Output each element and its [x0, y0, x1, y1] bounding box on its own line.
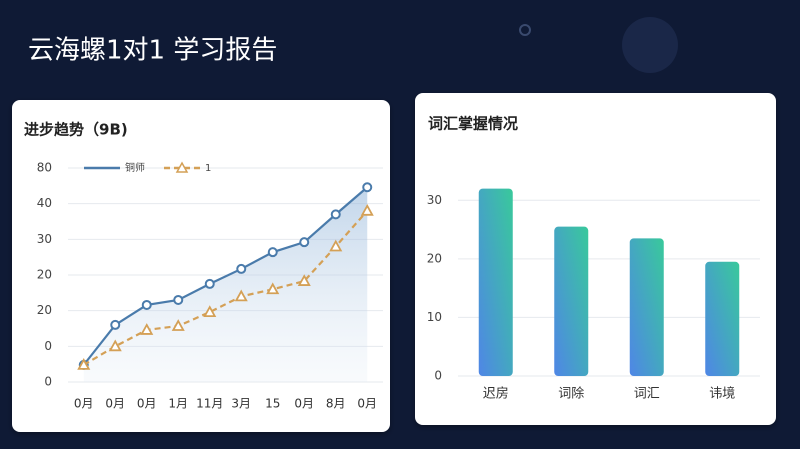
bar [705, 261, 740, 376]
marker [110, 319, 121, 330]
y-tick-label: 80 [37, 161, 52, 175]
page-title: 云海螺1对1 学习报告 [28, 36, 277, 66]
x-tick-label: 8月 [326, 397, 346, 411]
y-tick-label: 20 [37, 268, 52, 282]
y-tick-label: 30 [37, 232, 52, 246]
x-tick-label: 0月 [105, 397, 125, 411]
marker [297, 274, 311, 286]
y-tick-label: 20 [427, 251, 442, 265]
x-tick-label: 0月 [294, 397, 314, 411]
x-tick-label: 0月 [74, 397, 94, 411]
x-tick-label: 词汇 [634, 387, 660, 402]
marker [140, 323, 154, 335]
marker [266, 282, 280, 295]
chart-title: 进步趋势（9B) [24, 121, 128, 139]
legend-marker [175, 161, 189, 173]
legend-label: 1 [205, 163, 211, 174]
marker [203, 305, 217, 317]
y-tick-label: 10 [427, 310, 442, 324]
bar [554, 226, 589, 376]
y-tick-label: 0 [44, 339, 52, 353]
bar [478, 188, 513, 376]
legend-label: 铜师 [125, 161, 145, 174]
bar [629, 238, 664, 376]
x-tick-label: 迟房 [483, 386, 509, 402]
x-tick-label: 1月 [168, 397, 188, 411]
marker [234, 289, 248, 302]
x-tick-label: 0月 [357, 397, 377, 411]
marker [77, 358, 91, 370]
x-tick-label: 词除 [558, 387, 584, 402]
chart-title: 词汇掌握情况 [428, 115, 518, 133]
marker [329, 239, 343, 252]
y-tick-label: 20 [37, 303, 52, 317]
x-tick-label: 3月 [231, 397, 251, 411]
marker [173, 294, 184, 305]
x-tick-label: 15 [265, 397, 280, 411]
y-tick-label: 30 [427, 193, 442, 207]
decor [622, 17, 678, 73]
x-tick-label: 0月 [137, 397, 157, 411]
area [83, 187, 368, 382]
x-tick-label: 讳境 [709, 387, 735, 402]
line [82, 186, 368, 366]
x-tick-label: 11月 [196, 397, 223, 411]
y-tick-label: 0 [434, 369, 442, 383]
y-tick-label: 40 [37, 196, 52, 210]
marker [108, 339, 122, 352]
marker [171, 319, 185, 331]
marker [299, 237, 310, 248]
marker [204, 278, 215, 289]
marker [141, 299, 152, 310]
marker [362, 182, 373, 193]
y-tick-label: 0 [44, 375, 52, 389]
line [83, 210, 369, 366]
marker [330, 209, 341, 220]
marker [267, 247, 278, 258]
marker [236, 263, 247, 274]
decor [519, 24, 531, 36]
marker [360, 203, 374, 216]
